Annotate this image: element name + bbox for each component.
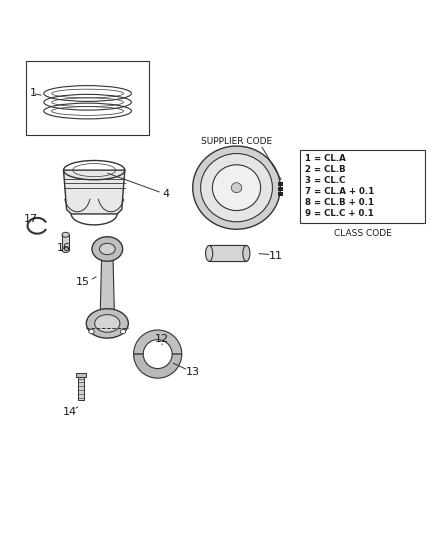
Ellipse shape [243,246,250,261]
Ellipse shape [212,165,261,211]
Text: 7 = CL.A + 0.1: 7 = CL.A + 0.1 [305,187,374,196]
Ellipse shape [231,183,242,192]
Text: SUPPLIER CODE: SUPPLIER CODE [201,137,272,146]
Bar [278,192,283,196]
Text: 11: 11 [269,251,283,261]
Text: 9 = CL.C + 0.1: 9 = CL.C + 0.1 [305,209,374,219]
Text: 1 = CL.A: 1 = CL.A [305,154,346,163]
Ellipse shape [193,146,280,229]
Bar [300,150,425,223]
Ellipse shape [205,246,213,261]
Text: 14: 14 [63,407,77,417]
Polygon shape [100,249,114,324]
Ellipse shape [62,248,69,253]
Ellipse shape [92,237,123,261]
Text: 2 = CL.B: 2 = CL.B [305,165,346,174]
Text: 8 = CL.B + 0.1: 8 = CL.B + 0.1 [305,198,374,207]
Bar [78,377,84,400]
Text: 4: 4 [163,189,170,199]
Text: 16: 16 [57,243,71,253]
Bar [278,187,283,191]
Polygon shape [64,170,125,214]
Text: 12: 12 [155,334,169,344]
Ellipse shape [99,243,115,255]
Bar [26,61,149,135]
Text: CLASS CODE: CLASS CODE [334,229,391,238]
Bar [278,182,283,187]
Ellipse shape [120,329,126,334]
Ellipse shape [86,309,128,338]
Wedge shape [134,330,182,354]
Text: 13: 13 [186,367,200,377]
Text: 1: 1 [29,88,36,99]
Text: 3 = CL.C: 3 = CL.C [305,176,346,185]
Ellipse shape [95,314,120,332]
Bar [76,374,86,377]
Ellipse shape [89,329,94,334]
Wedge shape [134,354,182,378]
Ellipse shape [201,154,272,222]
Text: 15: 15 [76,277,90,287]
Text: 17: 17 [24,214,38,224]
Ellipse shape [62,232,69,237]
